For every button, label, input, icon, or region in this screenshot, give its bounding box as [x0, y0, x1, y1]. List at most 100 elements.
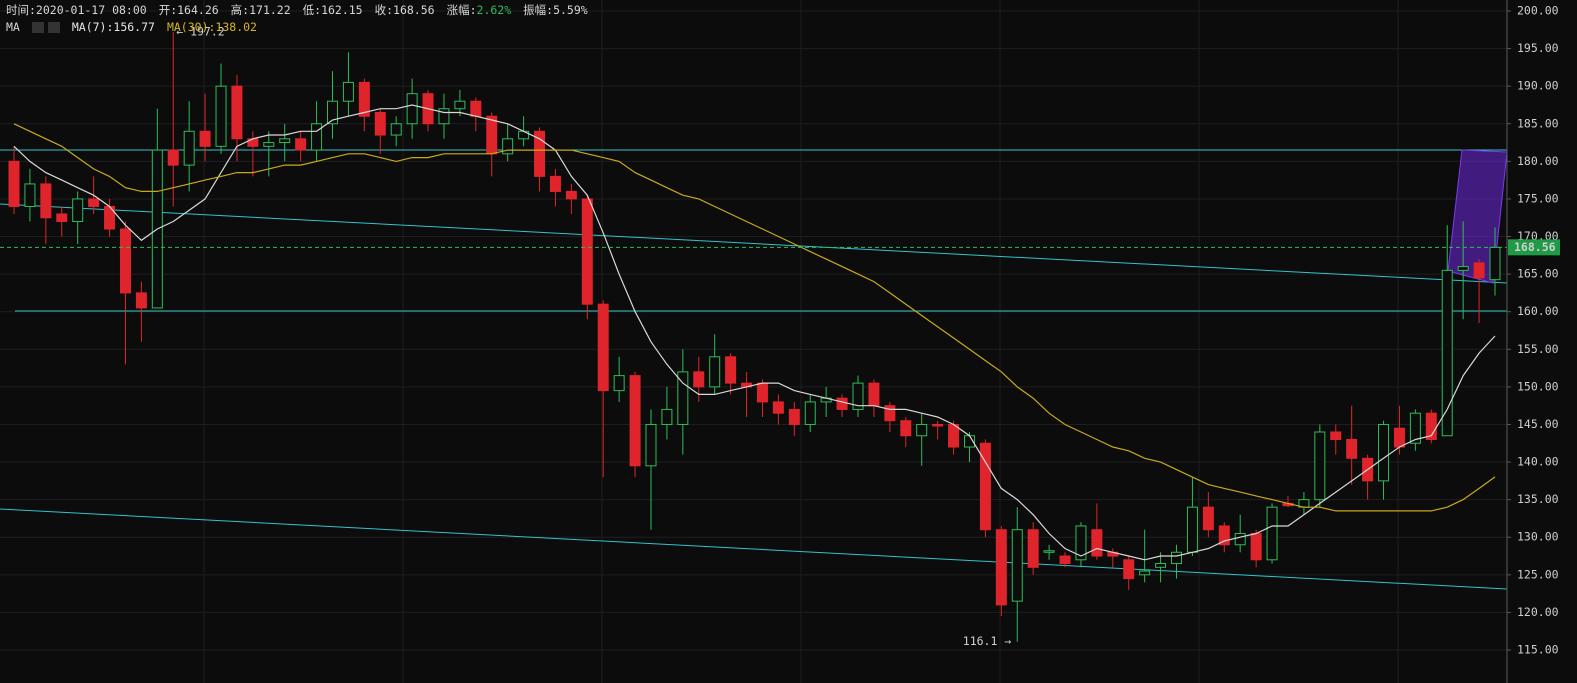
ma-header: MA MA(7):156.77 MA(30):138.02	[6, 20, 269, 34]
candle-body	[1139, 570, 1151, 576]
candle-body	[1027, 529, 1039, 568]
candle-body	[565, 190, 577, 200]
candle-body	[788, 408, 800, 425]
candle-body	[454, 100, 466, 110]
candle-body	[1186, 506, 1198, 553]
y-tick-label: 175.00	[1517, 191, 1559, 205]
candle-body	[406, 93, 418, 125]
candle-body	[916, 423, 928, 437]
low: 低:162.15	[302, 3, 363, 17]
candle-body	[709, 356, 721, 388]
candle-body	[1489, 246, 1501, 281]
candle-body	[295, 138, 307, 151]
extreme-label: ← 197.2	[176, 25, 224, 39]
candle-body	[1266, 506, 1278, 561]
y-tick-label: 155.00	[1517, 342, 1559, 356]
current-price-label: 168.56	[1514, 240, 1556, 254]
candle-body	[1441, 269, 1453, 437]
candle-body	[8, 160, 20, 207]
y-tick-label: 125.00	[1517, 567, 1559, 581]
time: 时间:2020-01-17 08:00	[6, 3, 147, 17]
candle-body	[581, 198, 593, 305]
plot-area: ← 197.2 116.1 →	[0, 25, 1507, 648]
candle-body	[1123, 559, 1135, 580]
candle-body	[884, 405, 896, 422]
candle-body	[40, 183, 52, 219]
open: 开:164.26	[158, 3, 219, 17]
candle-body	[597, 303, 609, 392]
y-tick-label: 130.00	[1517, 530, 1559, 544]
y-tick-label: 135.00	[1517, 492, 1559, 506]
candle-body	[1409, 412, 1421, 444]
user-drawings	[0, 149, 1508, 590]
current-price-tag	[1508, 239, 1560, 256]
candle-body	[1314, 431, 1326, 501]
ma7: MA(7):156.77	[71, 20, 155, 34]
candle-body	[868, 382, 880, 407]
y-tick-label: 190.00	[1517, 79, 1559, 93]
candle-body	[342, 81, 354, 102]
candle-body	[486, 115, 498, 155]
candle-body	[231, 85, 243, 140]
candle-body	[629, 375, 641, 467]
candle-body	[374, 111, 386, 136]
y-tick-label: 195.00	[1517, 41, 1559, 55]
candle-body	[1218, 525, 1230, 546]
candle-body	[56, 213, 68, 222]
y-tick-label: 120.00	[1517, 605, 1559, 619]
candle-body	[1011, 529, 1023, 602]
candle-body	[215, 85, 227, 147]
ma-line	[13, 123, 1496, 512]
candle-body	[900, 420, 912, 437]
y-tick-label: 150.00	[1517, 379, 1559, 393]
candle-body	[24, 183, 36, 207]
candle-body	[1378, 423, 1390, 482]
candle-body	[390, 123, 402, 136]
candle-body	[1330, 431, 1342, 441]
y-tick-label: 185.00	[1517, 116, 1559, 130]
y-tick-label: 115.00	[1517, 643, 1559, 657]
settings-icon[interactable]	[31, 22, 44, 33]
candle-body	[1234, 532, 1246, 546]
ohlc-header: 时间:2020-01-17 08:00 开:164.26 高:171.22 低:162…	[6, 2, 600, 18]
candle-body	[995, 529, 1007, 606]
candle-body	[948, 423, 960, 448]
candle-body	[88, 198, 100, 207]
candle-body	[1346, 439, 1358, 459]
trend-line	[0, 508, 1508, 590]
candle-body	[756, 382, 768, 403]
candle-body	[804, 401, 816, 425]
ma-line	[13, 104, 1496, 561]
candle-body	[836, 397, 848, 410]
y-tick-label: 200.00	[1517, 4, 1559, 18]
candle-body	[1171, 551, 1183, 565]
candle-body	[199, 130, 211, 147]
candle-body	[470, 100, 482, 117]
amplitude: 振幅:5.59%	[523, 3, 588, 17]
candle-body	[772, 401, 784, 414]
candle-body	[1043, 550, 1055, 553]
candle-body	[1075, 525, 1087, 561]
candle-body	[1155, 563, 1167, 568]
candle-body	[183, 130, 195, 166]
candle-body	[1059, 555, 1071, 565]
candle-body	[693, 371, 705, 388]
candle-body	[645, 423, 657, 467]
candle-body	[1202, 506, 1214, 531]
candle-body	[1091, 529, 1103, 557]
y-tick-label: 160.00	[1517, 304, 1559, 318]
candle-body	[852, 382, 864, 410]
change: 2.62%	[476, 3, 512, 17]
change-label: 涨幅:	[446, 3, 477, 17]
candle-body	[932, 423, 944, 427]
candle-body	[677, 371, 689, 425]
candle-body	[979, 442, 991, 531]
candle-body	[135, 292, 147, 309]
candle-body	[1473, 262, 1485, 279]
candle-body	[1457, 266, 1469, 271]
y-tick-label: 165.00	[1517, 267, 1559, 281]
close-icon[interactable]	[47, 22, 60, 33]
trend-line	[0, 203, 1508, 284]
